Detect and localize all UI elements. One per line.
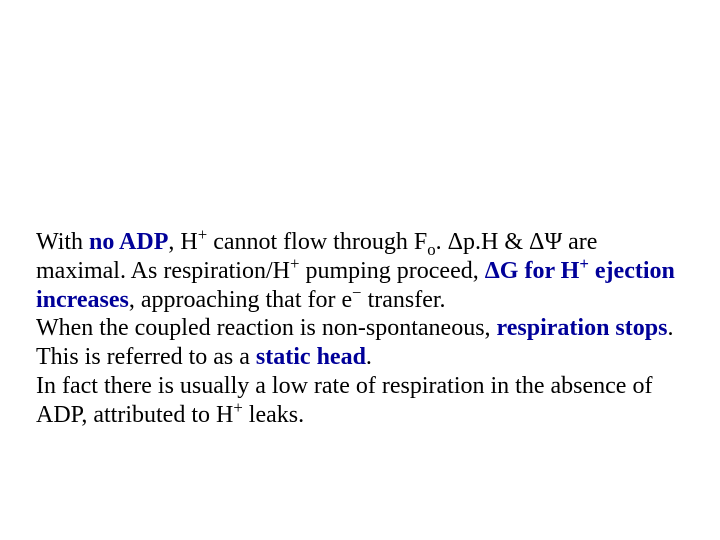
text-run: , H — [168, 229, 197, 255]
text-run: With — [36, 229, 89, 255]
text-run: + — [233, 398, 242, 417]
text-run: transfer. — [362, 287, 446, 313]
text-run: p.H & — [463, 229, 529, 255]
text-run: , approaching that for e — [129, 287, 352, 313]
text-run: respiration stops — [497, 315, 668, 341]
text-run: + — [579, 254, 589, 273]
text-run: o — [427, 240, 435, 259]
text-run: − — [352, 283, 361, 302]
text-run: cannot flow through F — [207, 229, 427, 255]
text-run: + — [198, 225, 207, 244]
text-run: In fact there is usually a low rate of r… — [36, 373, 652, 428]
text-run: no ADP — [89, 229, 168, 255]
body-text: With no ADP, H+ cannot flow through Fo. … — [36, 228, 684, 430]
text-run: pumping proceed, — [299, 258, 484, 284]
text-run: When the coupled reaction is non-spontan… — [36, 315, 497, 341]
text-run: leaks. — [243, 402, 304, 428]
text-run: Δ — [448, 229, 463, 255]
text-run: . — [436, 229, 448, 255]
slide: With no ADP, H+ cannot flow through Fo. … — [0, 0, 720, 540]
text-run: ΔΨ — [529, 229, 562, 255]
text-run: . — [366, 344, 372, 370]
text-run: ΔG for H — [485, 258, 580, 284]
text-run: static head — [256, 344, 366, 370]
